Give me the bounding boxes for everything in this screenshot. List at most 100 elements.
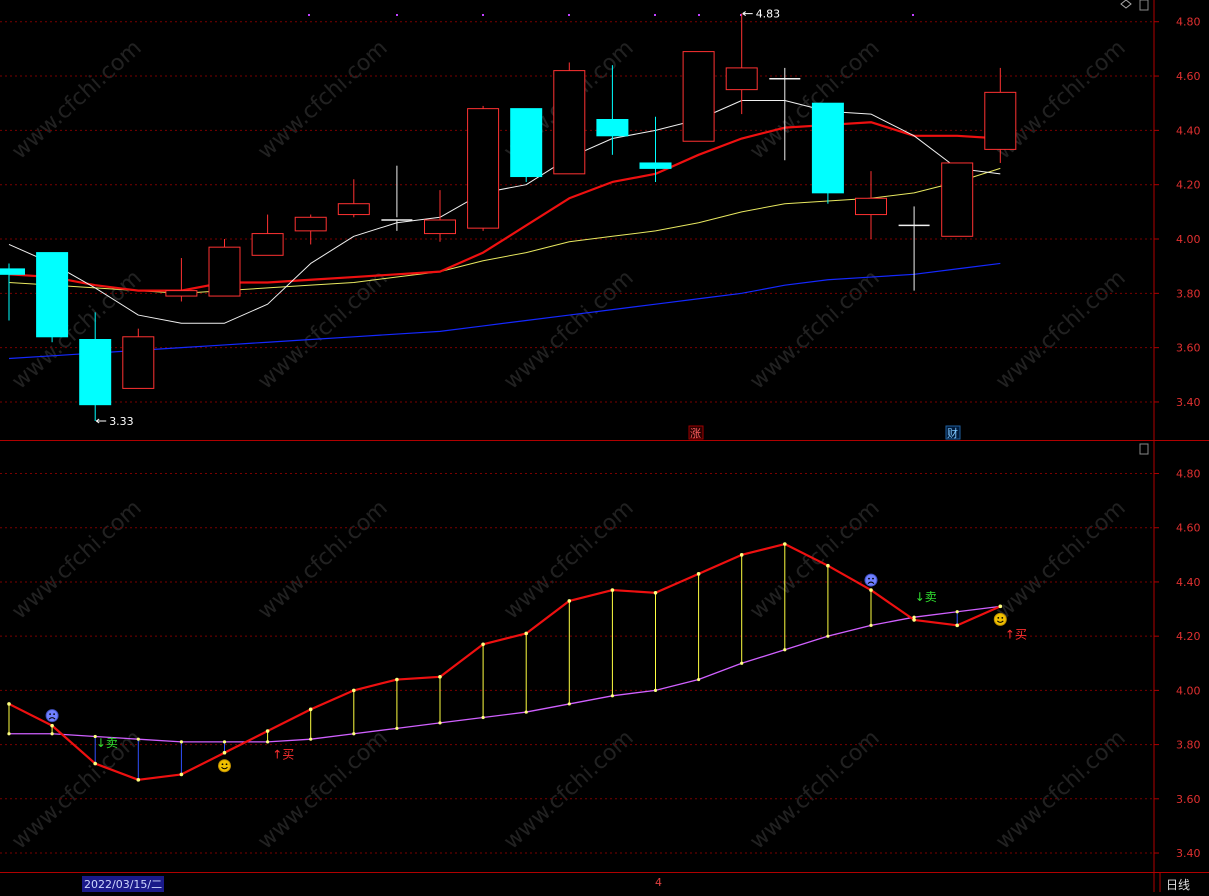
indicator-slow-point	[7, 732, 11, 736]
candle	[337, 179, 370, 218]
candle-body	[941, 162, 974, 237]
footer-marker: 4	[655, 876, 662, 889]
indicator-fast-point	[265, 729, 270, 733]
indicator-fast-point	[739, 553, 744, 557]
indicator-slow-point	[93, 734, 97, 739]
indicator-slow-point	[740, 661, 744, 665]
indicator-slow-point	[395, 726, 399, 730]
indicator-fast-point	[179, 772, 184, 777]
face-disc	[864, 573, 878, 587]
indicator-fast-line	[8, 542, 1001, 781]
candle	[381, 165, 413, 231]
face-eye	[49, 713, 51, 716]
sell-signal-label: ↓卖	[915, 590, 937, 604]
indicator-fast-point	[653, 590, 658, 595]
indicator-fast-point	[7, 702, 11, 706]
candle	[208, 239, 241, 297]
candle-body	[855, 197, 887, 216]
indicator-tick-label: 4.40	[1176, 576, 1201, 589]
watermark-text: www.cfchi.com	[253, 36, 392, 165]
indicator-tick-label: 3.60	[1176, 793, 1201, 806]
candle-body	[553, 70, 586, 175]
candle-body	[682, 51, 715, 142]
indicator-fast-point	[869, 588, 873, 592]
indicator-fast-point	[222, 750, 227, 755]
face-eye	[221, 763, 224, 766]
candle-body	[984, 91, 1017, 150]
price-tick-label: 4.00	[1176, 233, 1201, 246]
indicator-fast-point	[696, 572, 701, 576]
candle-body	[36, 252, 69, 338]
candle-body	[79, 339, 112, 406]
footer-date[interactable]: 2022/03/15/二	[82, 876, 165, 892]
candle	[294, 214, 327, 245]
candle	[424, 190, 456, 242]
face-eye	[997, 616, 1000, 619]
indicator-slow-point	[783, 648, 787, 652]
candle-body	[294, 216, 327, 232]
event-box-fin	[945, 425, 961, 440]
face-eye	[225, 763, 228, 766]
indicator-slow-point	[352, 732, 356, 736]
candle	[769, 67, 801, 161]
watermark-text: www.cfchi.com	[253, 496, 392, 625]
candle-body	[811, 102, 844, 194]
indicator-slow-point	[610, 694, 615, 698]
indicator-slow-point	[998, 604, 1002, 608]
candle	[79, 312, 112, 421]
candle	[0, 263, 25, 321]
price-tick-label: 4.20	[1176, 179, 1201, 192]
indicator-slow-point	[266, 740, 270, 744]
candle-body	[510, 108, 543, 178]
indicator-fast-point	[395, 677, 399, 682]
candle	[251, 214, 284, 256]
indicator-slow-line	[9, 605, 1001, 743]
indicator-tick-label: 4.60	[1176, 522, 1201, 535]
candle	[165, 258, 198, 302]
high-arrow	[742, 11, 753, 16]
top-marker	[308, 14, 310, 16]
event-fin-label: 财	[947, 426, 958, 440]
candle	[855, 171, 887, 240]
indicator-slow-point	[567, 702, 571, 706]
low-label: 3.33	[109, 415, 134, 428]
indicator-slow-point	[653, 688, 658, 692]
price-tick-label: 4.40	[1176, 124, 1201, 137]
indicator-slow-point	[524, 710, 528, 714]
buy-signal-face	[993, 612, 1007, 626]
candle	[596, 65, 629, 155]
candle-body	[424, 219, 456, 235]
indicator-fast-point	[50, 723, 54, 728]
candle	[639, 116, 672, 182]
indicator-fast-point	[955, 623, 959, 628]
event-up-label: 涨	[690, 427, 701, 440]
period-button[interactable]: 日线	[1166, 878, 1191, 892]
indicator-slow-point	[179, 740, 183, 744]
face-mouth	[996, 620, 1004, 623]
buy-signal-label: ↑买	[1005, 627, 1027, 641]
candle	[811, 102, 844, 204]
panel-toggle	[1139, 443, 1149, 455]
candle	[510, 108, 543, 182]
panel-toggle	[1139, 0, 1149, 11]
candle	[984, 67, 1017, 163]
indicator-slow-point	[136, 737, 140, 741]
event-box-up	[688, 425, 704, 440]
face-eye	[1001, 616, 1004, 619]
indicator-slow-point	[912, 615, 916, 619]
indicator-slow-point	[309, 737, 313, 741]
price-tick-label: 3.60	[1176, 342, 1201, 355]
price-tick-label: 3.80	[1176, 287, 1201, 300]
indicator-tick-label: 4.20	[1176, 630, 1201, 643]
candle-body	[337, 203, 370, 216]
face-mouth	[221, 766, 228, 770]
price-tick-label: 4.80	[1176, 16, 1201, 29]
buy-signal-face	[218, 759, 231, 773]
sell-signal-label: ↓卖	[96, 736, 118, 750]
diamond-icon	[1120, 0, 1132, 9]
candle-body	[0, 268, 25, 275]
indicator-fast-point	[567, 599, 572, 603]
watermark-text: www.cfchi.com	[499, 266, 638, 395]
